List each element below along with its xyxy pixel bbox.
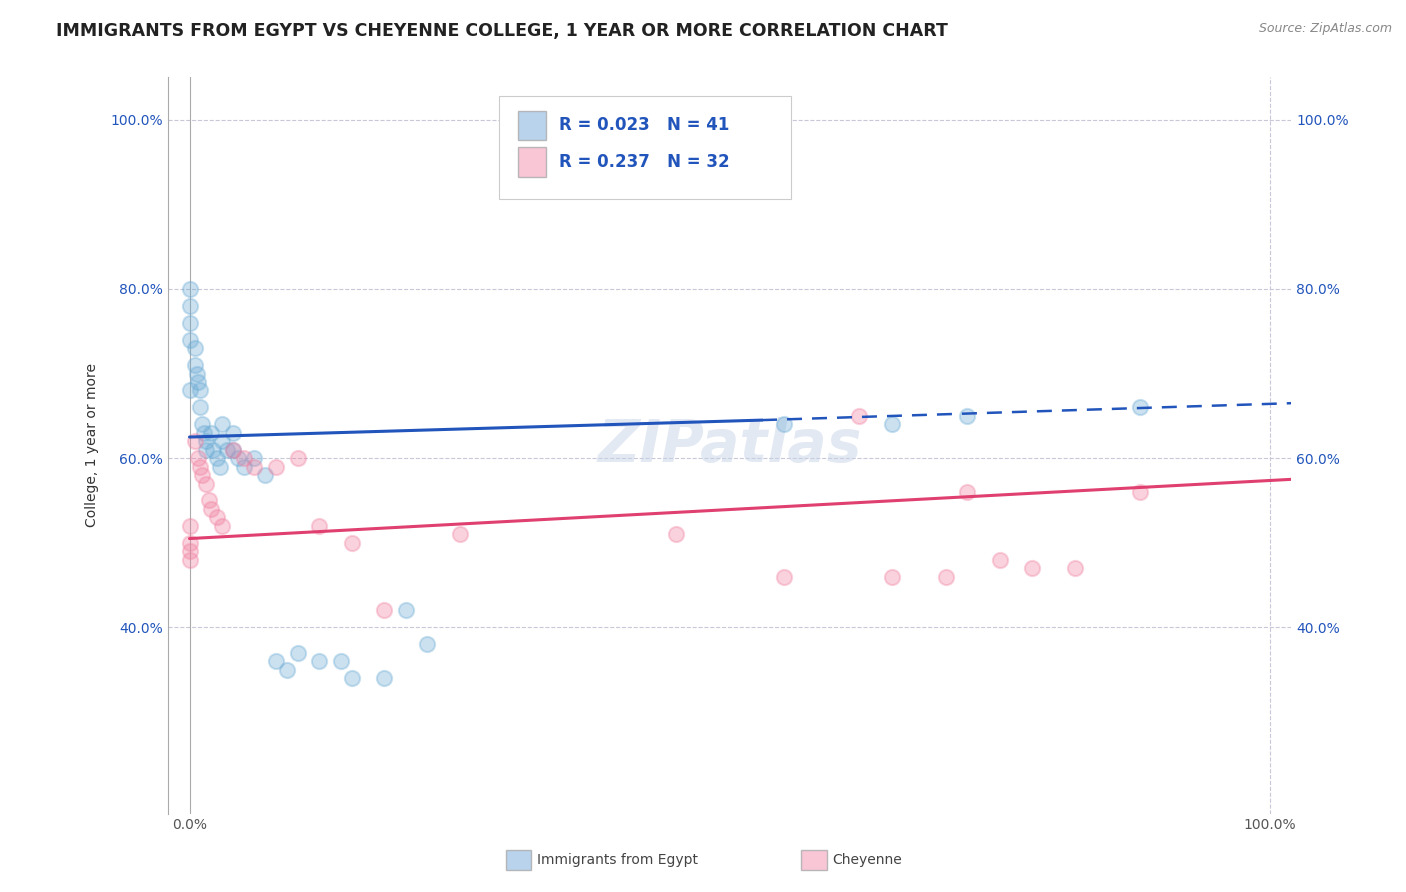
Point: [187, 375, 209, 389]
Point: [772, 569, 794, 583]
Point: [179, 333, 201, 347]
Point: [191, 417, 214, 432]
Point: [222, 442, 245, 457]
Point: [232, 451, 254, 466]
Point: [956, 409, 979, 423]
Point: [264, 654, 287, 668]
Point: [340, 671, 363, 685]
Point: [222, 425, 245, 440]
Text: Cheyenne: Cheyenne: [832, 853, 903, 867]
Point: [188, 401, 211, 415]
Point: [1021, 561, 1043, 575]
Point: [188, 459, 211, 474]
Point: [1064, 561, 1087, 575]
Point: [179, 316, 201, 330]
FancyBboxPatch shape: [499, 95, 792, 199]
Point: [449, 527, 471, 541]
Point: [217, 442, 239, 457]
Point: [211, 519, 233, 533]
Point: [287, 646, 309, 660]
Point: [772, 417, 794, 432]
Point: [340, 536, 363, 550]
Point: [848, 409, 870, 423]
Point: [665, 527, 688, 541]
Text: IMMIGRANTS FROM EGYPT VS CHEYENNE COLLEGE, 1 YEAR OR MORE CORRELATION CHART: IMMIGRANTS FROM EGYPT VS CHEYENNE COLLEG…: [56, 22, 948, 40]
Point: [187, 451, 209, 466]
Text: Immigrants from Egypt: Immigrants from Egypt: [537, 853, 699, 867]
Point: [205, 451, 228, 466]
Point: [198, 493, 221, 508]
Point: [184, 434, 207, 449]
Point: [179, 544, 201, 558]
Point: [208, 459, 231, 474]
Point: [287, 451, 309, 466]
Point: [211, 417, 233, 432]
Point: [205, 510, 228, 524]
Point: [188, 384, 211, 398]
Point: [935, 569, 957, 583]
Point: [243, 451, 266, 466]
Point: [179, 536, 201, 550]
Point: [186, 367, 208, 381]
Text: Source: ZipAtlas.com: Source: ZipAtlas.com: [1258, 22, 1392, 36]
Point: [1129, 401, 1152, 415]
Point: [184, 341, 207, 355]
Point: [211, 434, 233, 449]
Point: [308, 654, 330, 668]
Y-axis label: College, 1 year or more: College, 1 year or more: [86, 363, 100, 527]
Point: [1129, 485, 1152, 500]
Text: R = 0.023   N = 41: R = 0.023 N = 41: [558, 116, 730, 135]
Point: [394, 603, 416, 617]
Point: [243, 459, 266, 474]
Point: [179, 552, 201, 566]
Bar: [519, 147, 547, 177]
Point: [193, 425, 215, 440]
Point: [200, 502, 222, 516]
Point: [956, 485, 979, 500]
Point: [276, 663, 298, 677]
Point: [179, 519, 201, 533]
Text: R = 0.237   N = 32: R = 0.237 N = 32: [558, 153, 730, 171]
Point: [179, 282, 201, 296]
Text: ZIPatlas: ZIPatlas: [598, 417, 862, 474]
Point: [200, 425, 222, 440]
Point: [194, 442, 217, 457]
Point: [179, 299, 201, 313]
Point: [264, 459, 287, 474]
Point: [416, 637, 439, 651]
Point: [194, 476, 217, 491]
Point: [226, 451, 249, 466]
Point: [880, 569, 903, 583]
Point: [329, 654, 352, 668]
Point: [373, 671, 395, 685]
Point: [202, 442, 225, 457]
Point: [254, 468, 277, 483]
Bar: [519, 111, 547, 140]
Point: [191, 468, 214, 483]
Point: [194, 434, 217, 449]
Point: [232, 459, 254, 474]
Point: [988, 552, 1011, 566]
Point: [308, 519, 330, 533]
Point: [184, 358, 207, 372]
Point: [373, 603, 395, 617]
Point: [179, 384, 201, 398]
Point: [880, 417, 903, 432]
Point: [222, 442, 245, 457]
